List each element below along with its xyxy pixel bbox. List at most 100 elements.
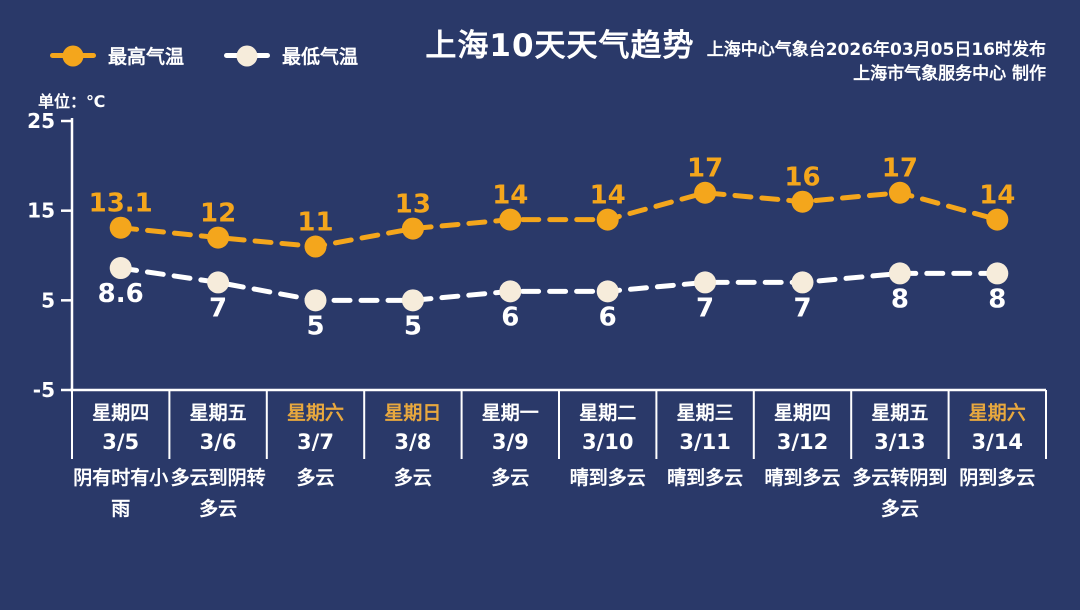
temp-point [109, 257, 132, 280]
day-weather: 晴到多云 [764, 467, 841, 489]
day-weather: 阴到多云 [959, 467, 1036, 489]
temp-value-label: 16 [784, 163, 820, 193]
day-weather: 阴有时有小雨 [73, 467, 169, 520]
temp-line-最高气温 [118, 190, 1000, 250]
day-weather: 多云 [393, 467, 432, 489]
temp-value-label: 12 [200, 199, 236, 229]
high-temp-line-marker-icon [50, 45, 96, 66]
legend-item-high-temp: 最高气温 [50, 42, 184, 69]
temp-point [694, 181, 717, 204]
day-name: 星期二 [579, 402, 637, 424]
unit-label: 单位：℃ [38, 92, 106, 111]
temp-value-label: 7 [793, 293, 811, 323]
y-axis-tick-label: 15 [27, 199, 55, 223]
day-name: 星期六 [968, 402, 1026, 424]
day-name: 星期一 [481, 402, 539, 424]
temp-point [986, 208, 1009, 231]
temp-point [596, 280, 619, 303]
y-axis-tick-label: 5 [41, 288, 55, 312]
day-name: 星期五 [871, 402, 929, 424]
day-column: 星期一 3/9 多云 [462, 400, 559, 494]
day-column: 星期五 3/6 多云到阴转多云 [169, 400, 266, 525]
credit-producer-line: 上海市气象服务中心 制作 [853, 64, 1046, 84]
day-date: 3/14 [971, 430, 1024, 454]
temp-value-label: 13.1 [89, 189, 153, 219]
day-date: 3/10 [581, 430, 634, 454]
day-column: 星期五 3/13 多云转阴到多云 [851, 400, 948, 525]
day-name: 星期六 [286, 402, 344, 424]
day-date: 3/5 [102, 430, 140, 454]
y-axis-tick-label: 25 [27, 109, 55, 133]
day-weather: 晴到多云 [569, 467, 646, 489]
y-axis-tick-label: -5 [33, 378, 55, 402]
day-weather: 多云到阴转多云 [170, 467, 266, 520]
temp-value-label: 8 [891, 284, 909, 314]
day-column: 星期日 3/8 多云 [364, 400, 461, 494]
day-column: 星期二 3/10 晴到多云 [559, 400, 656, 494]
day-date: 3/8 [394, 430, 432, 454]
credit-block: 上海中心气象台2026年03月05日16时发布 上海市气象服务中心 制作 [707, 38, 1046, 86]
temp-value-label: 17 [882, 154, 918, 184]
temp-point [694, 271, 717, 294]
chart-legend: 最高气温 最低气温 [50, 42, 358, 69]
temp-point [304, 289, 327, 312]
page-title: 上海10天天气趋势 [425, 28, 695, 64]
day-weather: 多云转阴到多云 [852, 467, 948, 520]
temp-value-label: 5 [404, 311, 422, 341]
low-temp-line-marker-icon [224, 45, 271, 66]
temp-value-label: 6 [599, 302, 617, 332]
temp-point [888, 262, 911, 285]
day-column: 星期四 3/12 晴到多云 [754, 400, 851, 494]
day-name: 星期五 [189, 402, 247, 424]
temp-point [207, 226, 230, 249]
temp-point [304, 235, 327, 258]
temp-point [596, 208, 619, 231]
day-date: 3/6 [199, 430, 237, 454]
temp-value-label: 14 [492, 181, 528, 211]
temp-point [986, 262, 1009, 285]
temp-value-label: 5 [306, 311, 324, 341]
day-weather: 多云 [296, 467, 335, 489]
temp-point [888, 181, 911, 204]
temp-point [401, 217, 424, 240]
temp-value-label: 7 [696, 293, 714, 323]
day-column: 星期四 3/5 阴有时有小雨 [72, 400, 169, 525]
temp-point [401, 289, 424, 312]
temp-value-label: 17 [687, 154, 723, 184]
day-date: 3/12 [776, 430, 829, 454]
temp-point [207, 271, 230, 294]
day-name: 星期日 [384, 402, 442, 424]
day-column: 星期六 3/7 多云 [267, 400, 364, 494]
credit-release-line: 上海中心气象台2026年03月05日16时发布 [706, 40, 1046, 60]
temp-point [791, 190, 814, 213]
legend-label-high: 最高气温 [108, 46, 185, 68]
day-weather: 多云 [491, 467, 530, 489]
day-date: 3/7 [297, 430, 334, 454]
temp-line-最低气温 [118, 265, 1000, 303]
temp-value-label: 13 [395, 190, 431, 220]
day-date: 3/13 [874, 430, 926, 454]
temp-value-label: 7 [209, 293, 227, 323]
legend-item-low-temp: 最低气温 [224, 42, 358, 69]
day-date: 3/9 [491, 430, 529, 454]
day-name: 星期四 [92, 402, 150, 424]
legend-label-low: 最低气温 [282, 46, 359, 68]
temp-value-label: 14 [979, 181, 1015, 211]
temp-value-label: 8.6 [98, 279, 144, 309]
day-name: 星期三 [676, 402, 734, 424]
temp-value-label: 8 [988, 284, 1006, 314]
temp-value-label: 14 [590, 181, 626, 211]
day-date: 3/11 [679, 430, 731, 454]
day-weather: 晴到多云 [667, 467, 744, 489]
temp-value-label: 11 [297, 208, 333, 238]
temp-point [109, 216, 132, 239]
day-column: 星期三 3/11 晴到多云 [656, 400, 753, 494]
temp-point [499, 208, 522, 231]
temp-value-label: 6 [501, 302, 519, 332]
day-name: 星期四 [773, 402, 831, 424]
day-column: 星期六 3/14 阴到多云 [949, 400, 1046, 494]
temp-point [499, 280, 522, 303]
temp-point [791, 271, 814, 294]
